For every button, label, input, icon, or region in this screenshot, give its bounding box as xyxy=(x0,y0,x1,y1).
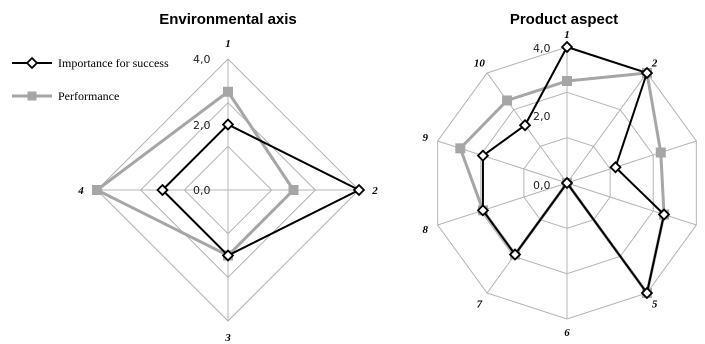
data-point xyxy=(352,183,366,197)
data-point xyxy=(221,118,235,131)
axis-label-1: 1 xyxy=(225,38,231,50)
ring-value-label: 4,0 xyxy=(193,53,211,66)
series-performance xyxy=(92,86,299,261)
ring-value-label: 2,0 xyxy=(533,110,551,123)
axis-label-3: 3 xyxy=(224,332,231,344)
data-point xyxy=(560,176,574,190)
data-point xyxy=(640,66,654,80)
chart-title: Product aspect xyxy=(510,11,618,28)
legend-label-importance: Importance for success xyxy=(58,56,169,70)
series-importance xyxy=(156,118,366,262)
legend-marker-performance xyxy=(27,91,37,101)
data-point xyxy=(455,143,466,154)
grid-spoke xyxy=(566,140,697,184)
ring-value-label: 0,0 xyxy=(193,184,211,197)
series-importance xyxy=(476,40,671,300)
data-point xyxy=(476,149,490,162)
legend: Importance for success Performance xyxy=(12,56,169,103)
data-point xyxy=(560,40,574,54)
ring-value-label: 2,0 xyxy=(193,119,211,132)
radar-grid xyxy=(96,58,360,322)
series-line xyxy=(95,90,295,257)
axis-label-10: 10 xyxy=(474,57,486,69)
data-point xyxy=(508,248,522,261)
legend-label-performance: Performance xyxy=(58,89,119,103)
data-point xyxy=(476,204,490,217)
grid-spoke xyxy=(437,182,568,226)
data-point xyxy=(655,147,666,158)
axis-label-9: 9 xyxy=(423,132,429,144)
ring-value-label: 4,0 xyxy=(533,42,551,55)
data-point xyxy=(221,249,235,262)
data-point xyxy=(92,185,102,195)
axis-label-2: 2 xyxy=(371,185,378,197)
data-point xyxy=(562,76,572,86)
data-point xyxy=(223,86,233,97)
data-point xyxy=(288,185,299,195)
data-point xyxy=(156,183,169,197)
chart-title: Environmental axis xyxy=(159,11,297,28)
axis-label-4: 4 xyxy=(77,185,84,197)
axis-label-8: 8 xyxy=(423,224,429,236)
chart-environmental-axis: Environmental axis Importance for succes… xyxy=(12,11,378,344)
legend-marker-importance xyxy=(25,56,39,70)
grid-spoke xyxy=(566,72,648,184)
grid-spoke xyxy=(566,182,697,226)
ring-value-label: 0,0 xyxy=(533,179,551,192)
data-point xyxy=(502,95,513,106)
axis-label-1: 1 xyxy=(564,29,570,41)
chart-product-aspect: Product aspect 0,02,04,012345678910 xyxy=(423,11,705,339)
axis-label-2: 2 xyxy=(651,57,658,69)
data-point xyxy=(657,208,671,221)
data-point xyxy=(609,161,622,174)
axis-label-5: 5 xyxy=(652,299,658,311)
data-point xyxy=(518,119,532,132)
axis-label-6: 6 xyxy=(564,327,570,339)
axis-label-7: 7 xyxy=(477,299,483,311)
data-point xyxy=(640,286,654,300)
